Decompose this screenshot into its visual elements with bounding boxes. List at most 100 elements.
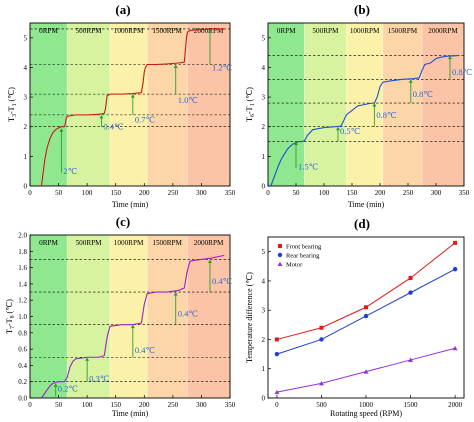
x-tick-label: 500 (316, 401, 327, 409)
annotation-arrowhead (408, 79, 413, 83)
y-tick-label: 5 (262, 248, 266, 256)
y-axis-label: T7-T8 (℃) (5, 299, 16, 334)
annotation-arrowhead (59, 128, 64, 132)
speed-band-label: 0RPM (277, 27, 296, 35)
speed-band-label: 2000RPM (194, 239, 224, 247)
annotation-label: 1.0℃ (178, 95, 199, 105)
data-point (274, 389, 280, 395)
y-axis-label-part: 1 (12, 103, 18, 106)
y-tick-label: 1 (262, 153, 266, 161)
speed-band (110, 235, 148, 398)
annotation-arrowhead (208, 28, 212, 33)
panel-d: (d) 0 500 1000 1500 2000 0 1 2 3 4 5 Rotating speed … (245, 216, 465, 418)
speed-band (422, 23, 464, 186)
annotation-label: 0.3℃ (89, 374, 110, 384)
y-axis-label-part: (℃) (245, 87, 254, 104)
annotation-arrowhead (53, 383, 58, 387)
y-tick-label: 1.8 (18, 248, 27, 256)
y-tick-label: 0.6 (18, 346, 27, 354)
x-tick-label: 150 (347, 189, 358, 197)
x-tick-label: 350 (459, 189, 470, 197)
y-tick-label: 3 (262, 307, 266, 315)
legend-label: Motor (286, 261, 303, 268)
data-point (319, 380, 324, 386)
y-tick-label: 0.4 (18, 362, 27, 370)
speed-band (382, 23, 422, 186)
data-point (453, 240, 458, 245)
x-tick-label: 50 (55, 401, 63, 409)
data-point (319, 325, 324, 330)
y-tick-label: 1 (262, 365, 266, 373)
annotation-arrowhead (99, 114, 104, 119)
panel-label: (c) (116, 214, 130, 229)
speed-band (67, 235, 110, 398)
y-tick-label: 0.2 (18, 378, 27, 386)
annotation-label: 0.8℃ (376, 110, 397, 120)
y-axis-label-part: (℃) (5, 299, 14, 316)
y-axis-label: T3-T1 (℃) (7, 87, 18, 122)
y-tick-label: 1.4 (18, 280, 27, 288)
annotation-arrowhead (336, 126, 340, 131)
x-axis-label: Time (min) (112, 200, 149, 209)
x-tick-label: 100 (319, 189, 330, 197)
speed-band (147, 23, 188, 186)
annotation-label: 0.8℃ (452, 67, 473, 77)
y-tick-label: 1.0 (18, 313, 27, 321)
panel-label: (b) (354, 2, 370, 17)
y-tick-label: 1.2 (18, 297, 27, 305)
y-axis-label-part: T (7, 117, 16, 122)
plot-frame (29, 22, 231, 187)
speed-band (268, 23, 305, 186)
x-tick-label: 100 (82, 189, 93, 197)
series-line (270, 55, 459, 187)
annotation-arrowhead (85, 357, 90, 361)
y-axis-label-part: 3 (12, 114, 18, 117)
y-tick-label: 2.0 (18, 232, 27, 240)
annotation-label: 0.8℃ (413, 89, 434, 99)
x-axis-label: Time (min) (348, 200, 385, 209)
y-tick-label: 5 (24, 34, 28, 42)
data-point (363, 369, 369, 374)
x-tick-label: 150 (110, 401, 121, 409)
y-axis-label-part: (℃) (7, 87, 16, 104)
legend-label: Front bearing (286, 243, 322, 250)
x-axis-label: Time (min) (112, 409, 149, 418)
x-tick-label: 0 (275, 401, 279, 409)
legend-marker (277, 252, 283, 258)
annotation-label: 0.7℃ (135, 114, 156, 124)
x-tick-label: 350 (225, 189, 236, 197)
speed-band (110, 23, 148, 186)
speed-band (67, 23, 110, 186)
y-tick-label: 0 (24, 183, 28, 191)
y-tick-label: 2 (262, 336, 266, 344)
speed-band-label: 1000RPM (114, 239, 144, 247)
y-tick-label: 3 (262, 94, 266, 102)
y-tick-label: 0 (262, 183, 266, 191)
annotation-label: 1.5℃ (298, 162, 319, 172)
x-tick-label: 1000 (359, 401, 374, 409)
speed-band-label: 500RPM (76, 27, 103, 35)
y-axis-label-part: T (5, 329, 14, 334)
speed-band (30, 235, 68, 398)
y-tick-label: 0.0 (18, 395, 27, 403)
annotation-arrowhead (294, 141, 298, 146)
x-tick-label: 0 (28, 189, 32, 197)
x-tick-label: 300 (431, 189, 442, 197)
y-axis-label-part: 1 (250, 103, 256, 106)
x-tick-label: 250 (168, 401, 179, 409)
legend-label: Rear bearing (286, 252, 320, 259)
annotation-label: 0.5℃ (340, 126, 361, 136)
x-tick-label: 250 (403, 189, 414, 197)
y-tick-label: 0 (262, 395, 266, 403)
x-tick-label: 50 (55, 189, 63, 197)
y-tick-label: 1.6 (18, 264, 27, 272)
y-axis-label-part: 7 (10, 326, 16, 329)
speed-band-label: 1500RPM (388, 27, 418, 35)
y-axis-label-part: -T (5, 318, 14, 326)
x-tick-label: 350 (225, 401, 236, 409)
fit-line (276, 268, 456, 355)
x-tick-label: 2000 (448, 401, 463, 409)
annotation-arrowhead (208, 259, 212, 263)
panel-label: (d) (354, 216, 370, 231)
